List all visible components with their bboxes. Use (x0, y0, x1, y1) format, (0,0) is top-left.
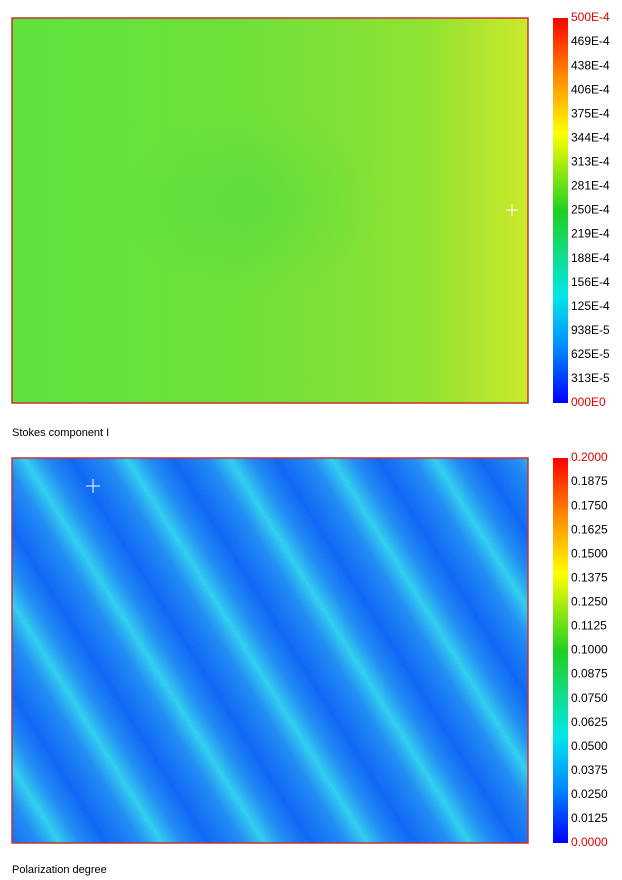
colorbar-label: 0.0500 (571, 739, 608, 753)
colorbar-label: 938E-5 (571, 323, 610, 337)
colorbar-label: 156E-4 (571, 275, 610, 289)
colorbar-label: 250E-4 (571, 203, 610, 217)
caption: Polarization degree (12, 864, 107, 876)
colorbar-label: 344E-4 (571, 130, 610, 144)
colorbar-label: 313E-5 (571, 371, 610, 385)
colorbar-label: 125E-4 (571, 299, 610, 313)
panel-2: 0.2000 0.1875 0.1750 0.1625 0.1500 0.1375 0.12… (12, 450, 608, 876)
caption: Stokes component I (12, 427, 109, 439)
colorbar-label: 0.0750 (571, 691, 608, 705)
colorbar-label: 438E-4 (571, 58, 610, 72)
colorbar-label: 406E-4 (571, 82, 610, 96)
colorbar-label: 0.1125 (571, 619, 607, 633)
colorbar-label: 0.1875 (571, 474, 608, 488)
colorbar-label: 0.0125 (571, 811, 608, 825)
colorbar-label: 0.0625 (571, 715, 608, 729)
colorbar-label: 219E-4 (571, 227, 610, 241)
colorbar-labels: 0.2000 0.1875 0.1750 0.1625 0.1500 0.1375 0.12… (571, 450, 608, 849)
colorbar-label: 000E0 (571, 395, 606, 409)
colorbar-label: 188E-4 (571, 251, 610, 265)
panel-1: 500E-4 469E-4 438E-4 406E-4 375E-4 344E-4 313E… (12, 10, 610, 439)
colorbar (553, 18, 568, 403)
colorbar-label: 0.0000 (571, 835, 608, 849)
colorbar-label: 469E-4 (571, 34, 610, 48)
colorbar-label: 375E-4 (571, 106, 610, 120)
colorbar-label: 625E-5 (571, 347, 610, 361)
colorbar-labels: 500E-4 469E-4 438E-4 406E-4 375E-4 344E-4 313E… (571, 10, 610, 409)
colorbar-label: 0.1625 (571, 522, 608, 536)
colorbar (553, 458, 568, 843)
colorbar-label: 500E-4 (571, 10, 610, 24)
heatmap-image (12, 458, 528, 843)
colorbar-label: 0.1000 (571, 643, 608, 657)
colorbar-label: 0.1375 (571, 570, 608, 584)
colorbar-label: 0.0250 (571, 787, 608, 801)
colorbar-label: 0.0375 (571, 763, 608, 777)
heatmap-shading (13, 19, 527, 402)
colorbar-label: 0.1750 (571, 498, 608, 512)
colorbar-label: 0.2000 (571, 450, 608, 464)
app-window: 500E-4 469E-4 438E-4 406E-4 375E-4 344E-4 313E… (0, 0, 622, 880)
colorbar-label: 313E-4 (571, 155, 610, 169)
viewer: 500E-4 469E-4 438E-4 406E-4 375E-4 344E-4 313E… (0, 0, 622, 880)
colorbar-label: 0.1250 (571, 595, 608, 609)
colorbar-label: 0.1500 (571, 546, 608, 560)
colorbar-label: 281E-4 (571, 179, 610, 193)
colorbar-label: 0.0875 (571, 667, 608, 681)
